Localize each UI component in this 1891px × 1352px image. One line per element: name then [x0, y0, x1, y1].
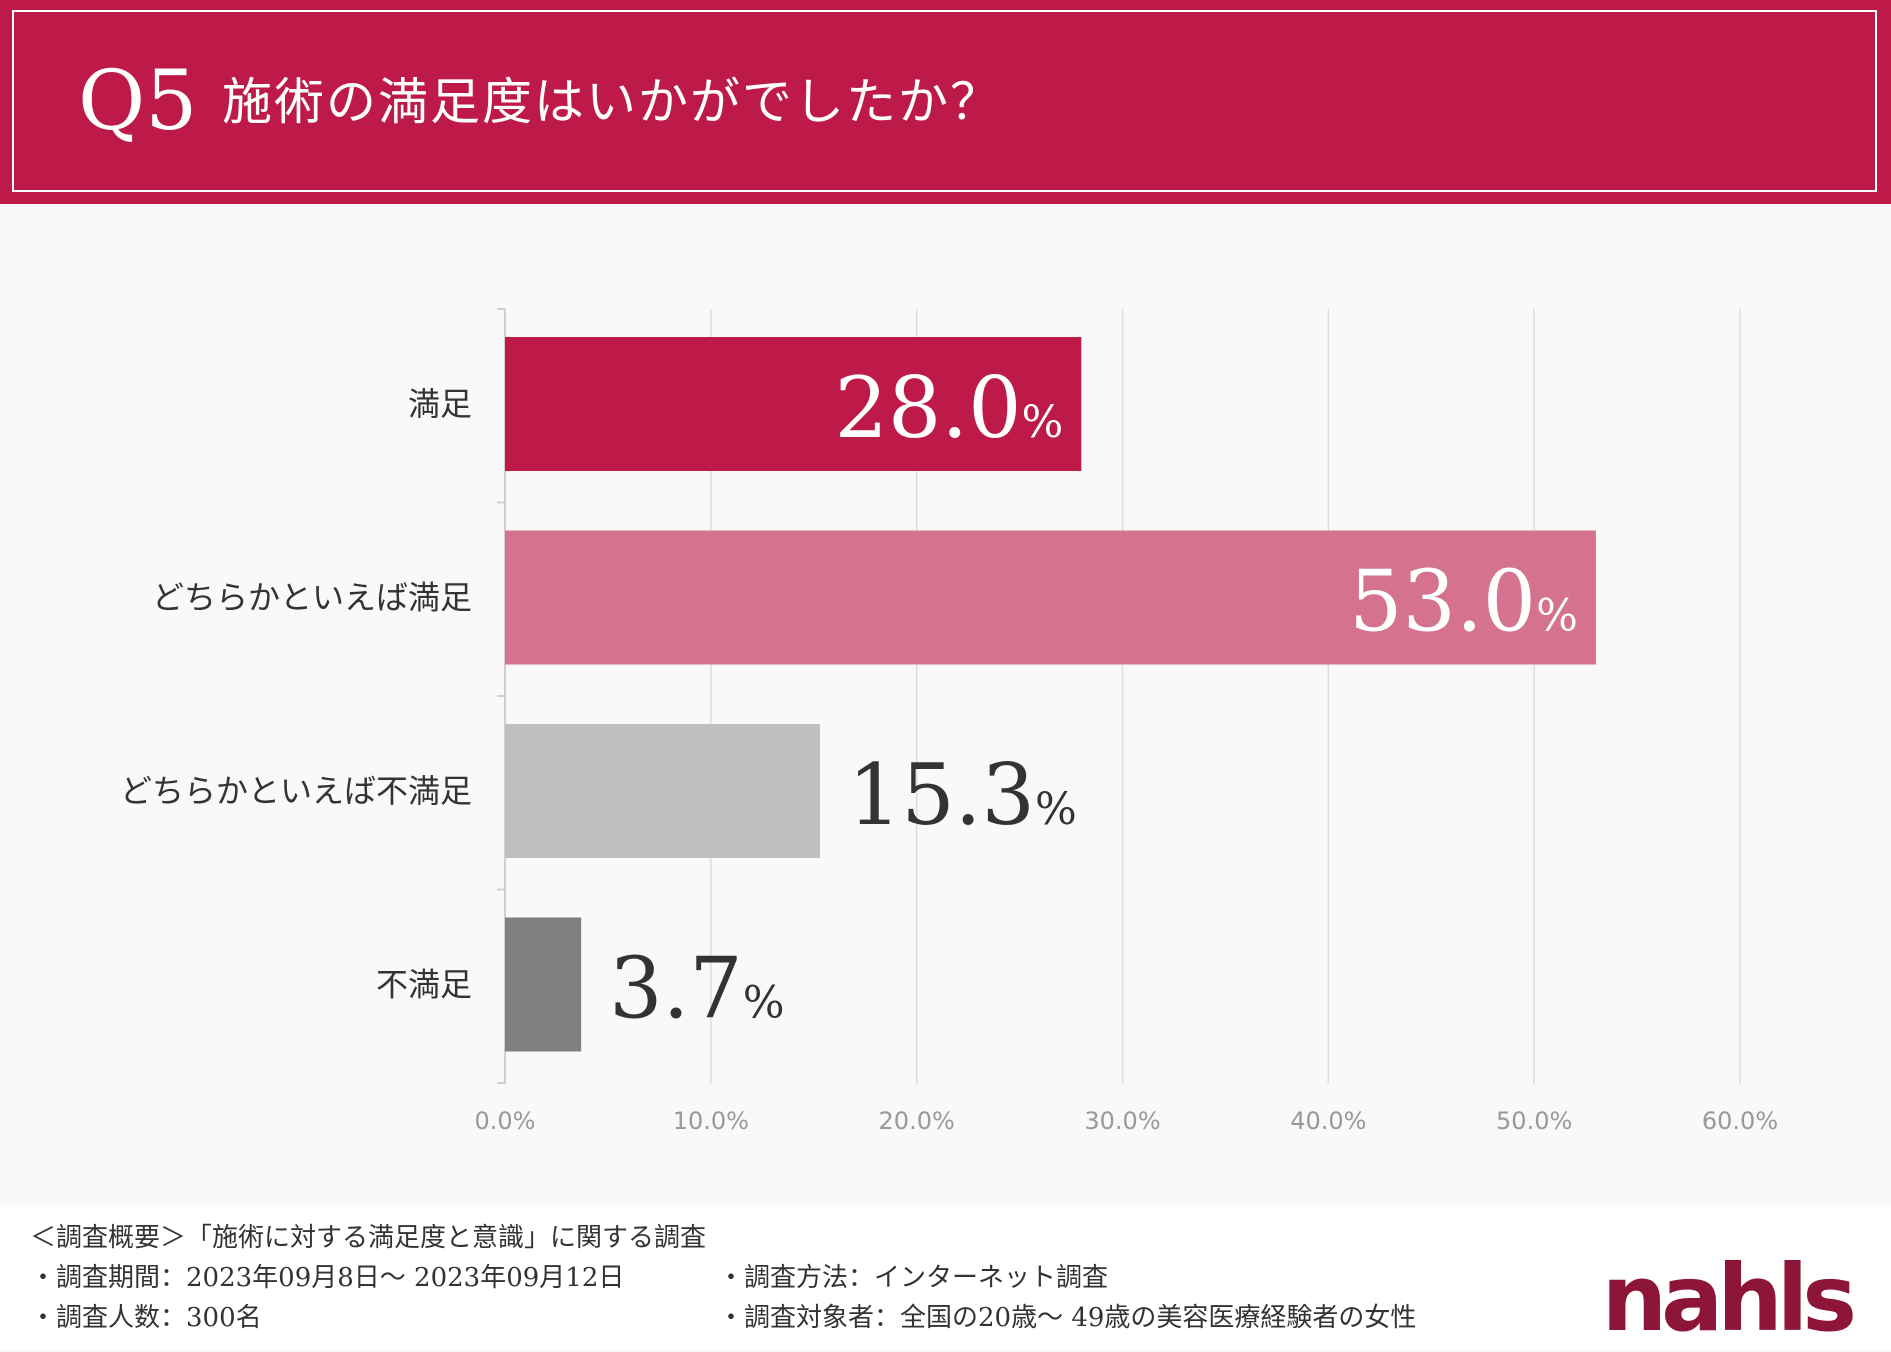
survey-count: ・調査人数：300名 — [30, 1303, 262, 1333]
x-tick-label: 0.0% — [475, 1107, 536, 1135]
x-tick-label: 10.0% — [673, 1107, 749, 1135]
category-label: 満足 — [408, 385, 472, 423]
survey-summary: ＜調査概要＞「施術に対する満足度と意識」に関する調査 — [30, 1223, 707, 1253]
value-label: 28.0% — [834, 359, 1063, 457]
bar — [505, 530, 1596, 665]
bar — [505, 917, 582, 1052]
value-label: 3.7% — [609, 940, 784, 1038]
x-tick-label: 50.0% — [1496, 1107, 1572, 1135]
category-label: どちらかといえば不満足 — [120, 772, 472, 810]
category-label: どちらかといえば満足 — [152, 579, 472, 617]
survey-period: ・調査期間：2023年09月8日〜 2023年09月12日 — [30, 1263, 625, 1293]
x-tick-label: 60.0% — [1702, 1107, 1778, 1135]
bar-chart: 満足 28.0% どちらかといえば満足 53.0% どちらかといえば不満足 15.3% 不満… — [120, 308, 1778, 1135]
survey-footer: ＜調査概要＞「施術に対する満足度と意識」に関する調査 ・調査期間：2023年09… — [0, 1205, 1891, 1350]
survey-target: ・調査対象者：全国の20歳〜 49歳の美容医療経験者の女性 — [718, 1303, 1417, 1333]
question-number: Q5 — [78, 54, 198, 149]
value-label: 53.0% — [1349, 553, 1578, 651]
category-label: 不満足 — [376, 966, 472, 1004]
x-tick-label: 40.0% — [1290, 1107, 1366, 1135]
x-tick-label: 30.0% — [1084, 1107, 1160, 1135]
nahls-logo: nahls — [1601, 1245, 1857, 1352]
question-header: Q5 施術の満足度はいかがでしたか？ — [0, 0, 1891, 204]
bar — [505, 724, 820, 858]
bar — [505, 337, 1082, 471]
header-frame — [12, 10, 1877, 192]
question-title: 施術の満足度はいかがでしたか？ — [222, 73, 1002, 131]
value-label: 15.3% — [848, 746, 1077, 844]
x-tick-label: 20.0% — [879, 1107, 955, 1135]
survey-method: ・調査方法：インターネット調査 — [718, 1263, 1109, 1293]
